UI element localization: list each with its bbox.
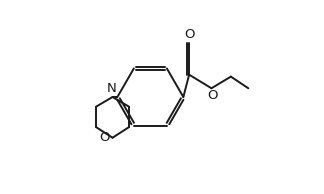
Text: N: N	[107, 82, 116, 95]
Text: O: O	[207, 89, 218, 102]
Text: O: O	[184, 28, 194, 42]
Text: O: O	[99, 131, 110, 144]
